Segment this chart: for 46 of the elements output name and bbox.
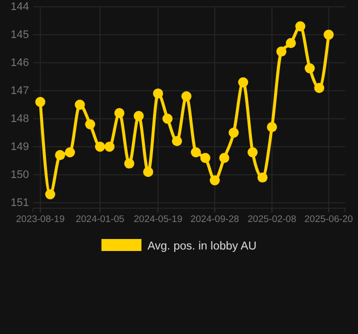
point	[200, 152, 210, 163]
point	[104, 142, 115, 152]
y-tick-label: 144	[10, 1, 29, 14]
point	[286, 38, 296, 48]
legend-label: Avg. pos. in lobby AU	[147, 240, 257, 252]
point	[172, 136, 182, 146]
y-tick-label: 149	[10, 141, 29, 154]
point	[257, 172, 268, 183]
point	[228, 128, 239, 138]
point	[238, 77, 248, 88]
point	[85, 119, 96, 130]
x-tick-label: 2025-06-20	[304, 214, 353, 226]
point	[94, 142, 106, 152]
x-tick-label: 2023-08-19	[16, 214, 65, 226]
point	[219, 152, 230, 163]
point	[248, 147, 258, 158]
point	[162, 114, 173, 124]
point	[64, 147, 76, 158]
point	[114, 108, 124, 118]
point	[124, 158, 134, 169]
y-tick-label: 148	[10, 113, 29, 126]
point	[35, 96, 46, 107]
y-tick-label: 147	[10, 85, 29, 98]
point	[143, 166, 154, 177]
point	[181, 91, 192, 102]
x-tick-label: 2024-01-05	[76, 214, 124, 226]
x-tick-label: 2025-02-08	[248, 214, 296, 226]
point	[295, 21, 306, 32]
point	[134, 110, 144, 121]
point	[304, 63, 315, 74]
point	[314, 82, 324, 93]
x-tick-label: 2024-05-19	[134, 214, 182, 226]
point	[266, 122, 277, 132]
point	[190, 147, 201, 158]
point	[45, 189, 56, 200]
point	[276, 46, 286, 57]
y-tick-label: 151	[10, 197, 29, 210]
point	[74, 100, 85, 110]
y-tick-label: 145	[10, 29, 29, 42]
x-tick-label: 2024-09-28	[190, 214, 240, 226]
y-tick-label: 150	[10, 169, 29, 182]
point	[55, 150, 66, 160]
point	[324, 30, 334, 40]
y-tick-label: 146	[10, 57, 29, 70]
point	[153, 88, 164, 99]
point	[210, 175, 220, 186]
